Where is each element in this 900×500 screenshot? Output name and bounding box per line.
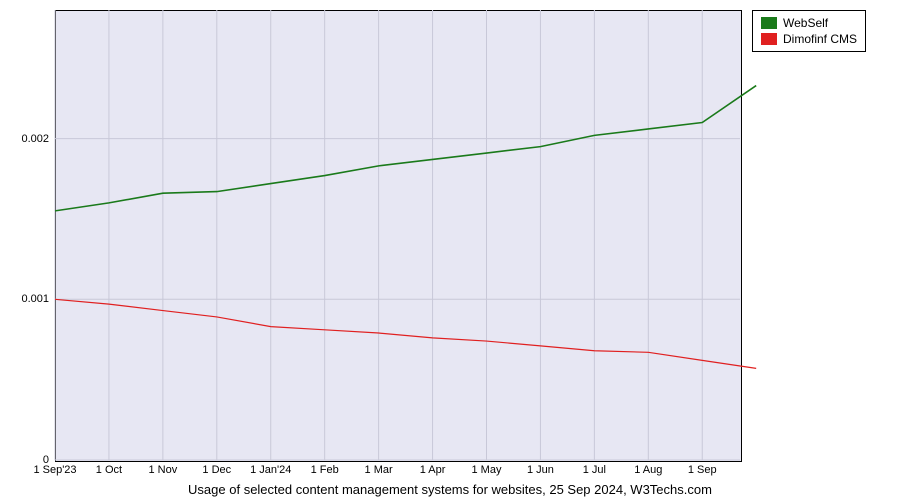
series-line bbox=[55, 86, 756, 211]
x-tick-label: 1 Aug bbox=[634, 464, 662, 476]
y-tick-label: 0.001 bbox=[0, 293, 49, 305]
legend-swatch bbox=[761, 33, 777, 45]
x-tick-label: 1 Sep'23 bbox=[33, 464, 76, 476]
x-tick-label: 1 Mar bbox=[365, 464, 393, 476]
legend: WebSelfDimofinf CMS bbox=[752, 10, 866, 52]
legend-item: Dimofinf CMS bbox=[761, 31, 857, 47]
legend-item: WebSelf bbox=[761, 15, 857, 31]
x-tick-label: 1 Oct bbox=[96, 464, 122, 476]
x-tick-label: 1 Jun bbox=[527, 464, 554, 476]
x-tick-label: 1 Nov bbox=[148, 464, 177, 476]
y-tick-label: 0.002 bbox=[0, 133, 49, 145]
chart-container: 00.0010.002 1 Sep'231 Oct1 Nov1 Dec1 Jan… bbox=[0, 0, 900, 500]
legend-label: WebSelf bbox=[783, 15, 828, 31]
series-line bbox=[55, 299, 756, 368]
x-tick-label: 1 Jul bbox=[583, 464, 606, 476]
legend-swatch bbox=[761, 17, 777, 29]
x-tick-label: 1 Sep bbox=[688, 464, 717, 476]
chart-svg bbox=[0, 0, 900, 500]
chart-caption: Usage of selected content management sys… bbox=[0, 482, 900, 497]
x-tick-label: 1 Feb bbox=[311, 464, 339, 476]
x-tick-label: 1 May bbox=[472, 464, 502, 476]
x-tick-label: 1 Dec bbox=[202, 464, 231, 476]
x-tick-label: 1 Apr bbox=[420, 464, 446, 476]
legend-label: Dimofinf CMS bbox=[783, 31, 857, 47]
x-tick-label: 1 Jan'24 bbox=[250, 464, 291, 476]
